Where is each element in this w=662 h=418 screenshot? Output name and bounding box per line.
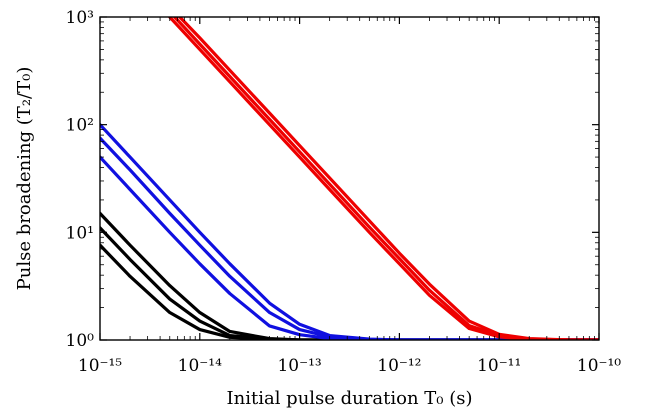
y-tick-label: 10¹ [66, 223, 94, 243]
series-line-8 [173, 17, 599, 340]
plot-frame [99, 16, 600, 341]
x-tick-label: 10⁻¹¹ [477, 356, 521, 376]
x-tick-label: 10⁻¹⁰ [577, 356, 621, 376]
tick-labels-layer: 10⁻¹⁵ 10⁻¹⁴ 10⁻¹³ 10⁻¹² 10⁻¹¹ 10⁻¹⁰ 10⁰ 10¹ 10² 1… [66, 8, 622, 376]
x-tick-label: 10⁻¹⁴ [178, 356, 222, 376]
series-layer [100, 17, 599, 340]
x-axis-label: Initial pulse duration T₀ (s) [227, 388, 473, 409]
series-line-6 [100, 155, 599, 340]
y-tick-label: 10³ [66, 8, 94, 28]
series-line-2 [100, 226, 599, 340]
x-tick-label: 10⁻¹³ [277, 356, 321, 376]
y-tick-label: 10⁰ [66, 331, 95, 351]
series-line-9 [168, 17, 599, 340]
x-tick-label: 10⁻¹⁵ [78, 356, 122, 376]
series-line-3 [100, 243, 599, 340]
series-line-4 [100, 123, 599, 340]
y-axis-label: Pulse broadening (T₂/T₀) [14, 67, 35, 291]
x-tick-label: 10⁻¹² [377, 356, 421, 376]
series-line-7 [178, 17, 599, 340]
y-tick-label: 10² [66, 116, 94, 136]
series-line-1 [100, 211, 599, 340]
